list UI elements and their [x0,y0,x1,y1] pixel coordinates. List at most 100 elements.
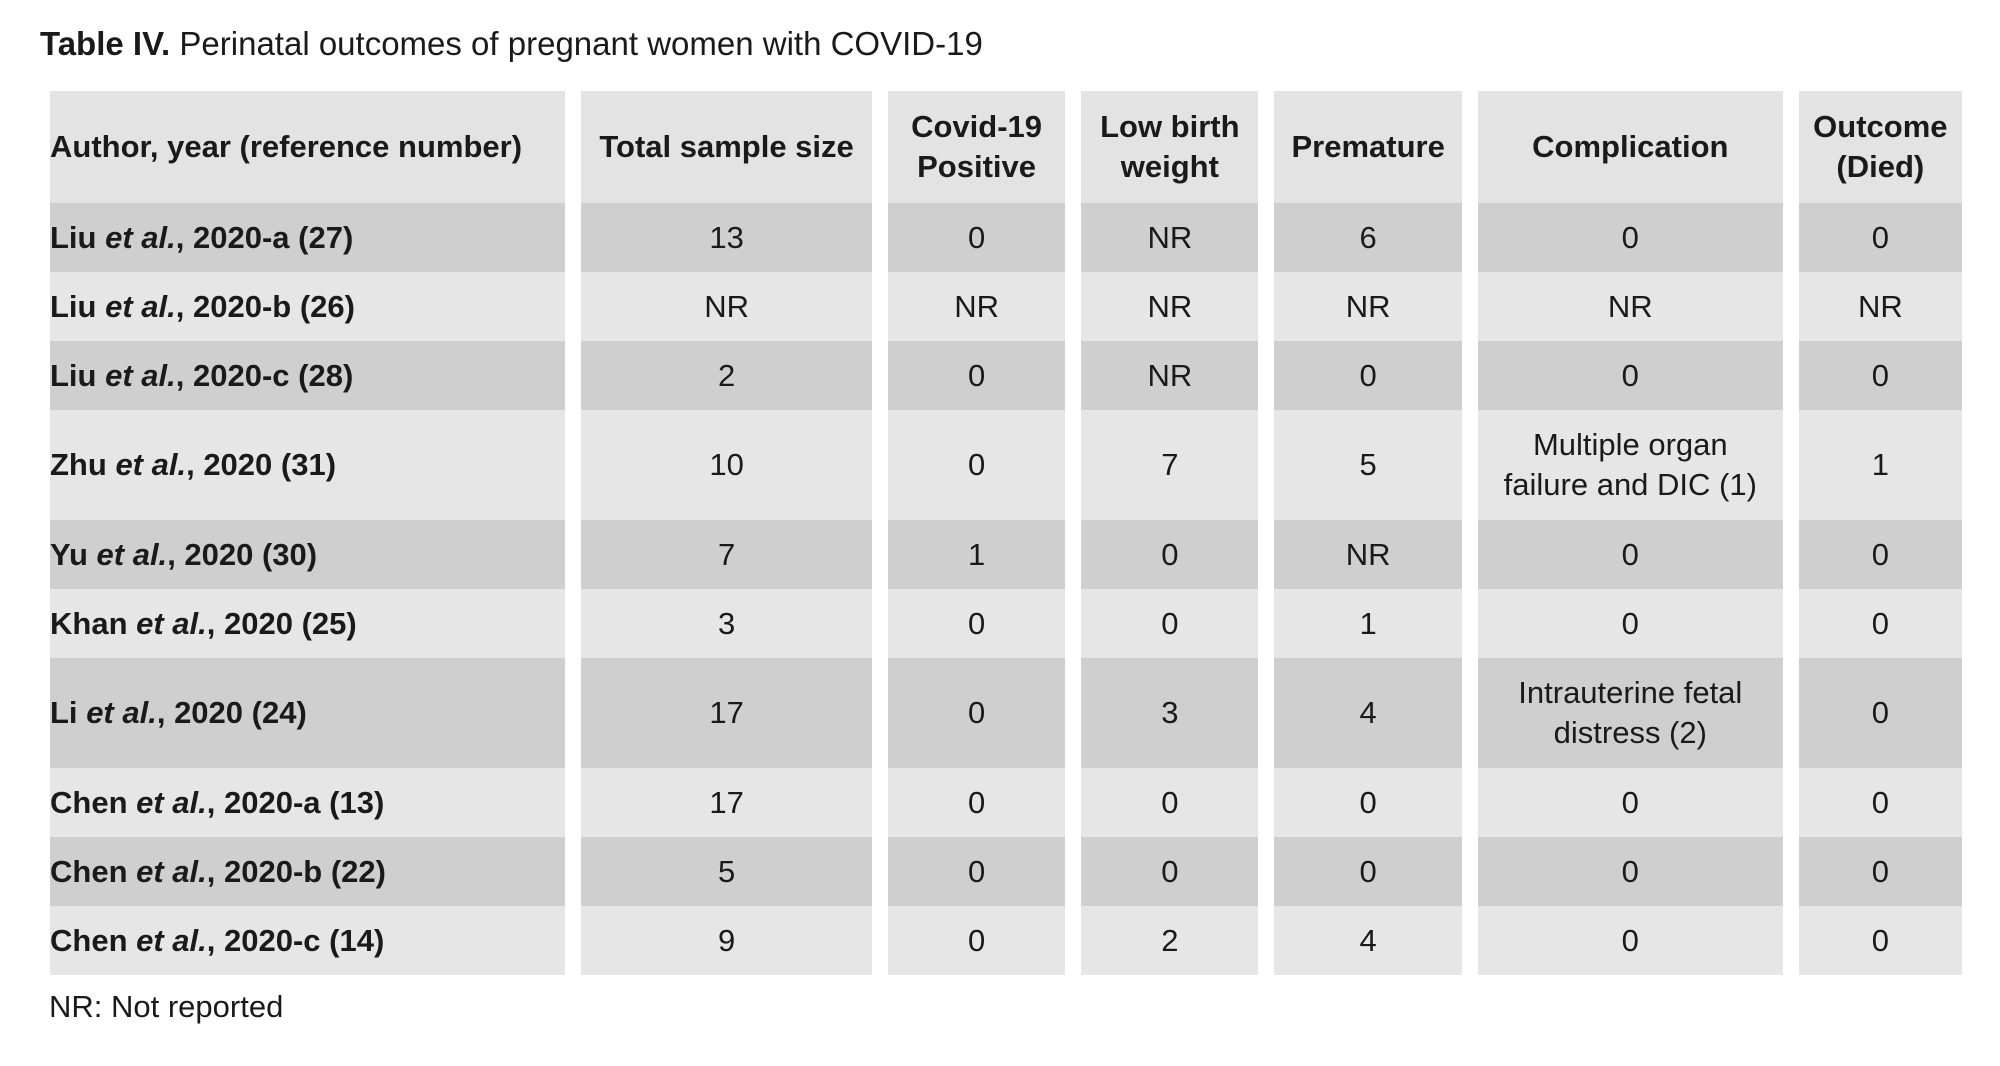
header-low-birth-weight: Low birth weight [1081,91,1259,203]
complication-line1: Intrauterine fetal [1518,675,1743,710]
cell-author: Chen et al., 2020-c (14) [50,906,566,975]
author-name: Liu [50,219,97,255]
header-covid-positive: Covid-19 Positive [887,91,1066,203]
cell-sample-size: 5 [581,837,872,906]
table-row: Khan et al., 2020 (25) 3 0 0 1 0 0 [50,589,1962,658]
cell-author: Khan et al., 2020 (25) [50,589,566,658]
table-row: Liu et al., 2020-b (26) NR NR NR NR NR N… [50,272,1962,341]
author-name: Yu [50,536,88,572]
cell-complication: 0 [1477,589,1783,658]
complication-line1: Multiple organ [1532,427,1728,462]
cell-author: Zhu et al., 2020 (31) [50,410,566,520]
complication-line1: 0 [1621,784,1639,820]
author-name: Chen [50,853,128,889]
caption-text: Perinatal outcomes of pregnant women wit… [170,25,983,62]
author-etal: et al. [136,922,207,958]
table-row: Li et al., 2020 (24) 17 0 3 4 Intrauteri… [50,658,1962,768]
header-outcome-died: Outcome (Died) [1798,91,1962,203]
complication-line1: 0 [1621,853,1639,889]
author-year-ref: , 2020-b (26) [175,288,355,324]
cell-premature: 6 [1274,203,1462,272]
cell-premature: 4 [1274,658,1462,768]
author-etal: et al. [136,784,207,820]
cell-low-birth-weight: 3 [1081,658,1259,768]
cell-premature: NR [1274,272,1462,341]
author-year-ref: , 2020-a (27) [175,219,354,255]
table-row: Zhu et al., 2020 (31) 10 0 7 5 Multiple … [50,410,1962,520]
cell-low-birth-weight: 2 [1081,906,1259,975]
header-lbw-line1: Low birth [1100,109,1240,144]
outcomes-table: Author, year (reference number) Total sa… [34,91,1978,975]
author-name: Chen [50,922,128,958]
author-year-ref: , 2020-c (28) [175,357,354,393]
author-etal: et al. [115,447,187,482]
caption-label: Table IV. [40,25,171,62]
author-etal: et al. [136,853,207,889]
table-row: Chen et al., 2020-c (14) 9 0 2 4 0 0 [50,906,1962,975]
cell-covid-positive: 0 [887,837,1066,906]
cell-premature: 1 [1274,589,1462,658]
cell-complication: 0 [1477,341,1783,410]
cell-low-birth-weight: NR [1081,203,1259,272]
cell-outcome: 0 [1798,203,1962,272]
cell-sample-size: 2 [581,341,872,410]
cell-author: Li et al., 2020 (24) [50,658,566,768]
complication-line1: 0 [1621,922,1639,958]
cell-complication: 0 [1477,768,1783,837]
cell-sample-size: NR [581,272,872,341]
table-row: Yu et al., 2020 (30) 7 1 0 NR 0 0 [50,520,1962,589]
cell-sample-size: 9 [581,906,872,975]
header-complication: Complication [1477,91,1783,203]
author-year-ref: , 2020 (25) [206,605,357,641]
cell-complication: Multiple organ failure and DIC (1) [1477,410,1783,520]
cell-outcome: 0 [1798,768,1962,837]
complication-line1: 0 [1621,219,1639,255]
cell-outcome: 0 [1798,589,1962,658]
cell-covid-positive: 0 [887,658,1066,768]
author-name: Li [50,695,78,730]
cell-author: Liu et al., 2020-a (27) [50,203,566,272]
author-name: Chen [50,784,128,820]
cell-low-birth-weight: NR [1081,341,1259,410]
cell-complication: NR [1477,272,1783,341]
cell-low-birth-weight: 0 [1081,589,1259,658]
header-row: Author, year (reference number) Total sa… [50,91,1962,203]
cell-low-birth-weight: 0 [1081,837,1259,906]
cell-covid-positive: 0 [887,203,1066,272]
cell-author: Liu et al., 2020-b (26) [50,272,566,341]
complication-line1: 0 [1621,357,1639,393]
cell-covid-positive: 0 [887,906,1066,975]
cell-low-birth-weight: 0 [1081,520,1259,589]
complication-line1: 0 [1621,536,1639,572]
cell-premature: 0 [1274,768,1462,837]
header-outcome-line1: Outcome [1813,109,1948,144]
author-year-ref: , 2020 (24) [156,695,307,730]
author-name: Khan [50,605,128,641]
author-etal: et al. [96,536,168,572]
cell-premature: 5 [1274,410,1462,520]
complication-line2: failure and DIC (1) [1503,467,1757,502]
header-author: Author, year (reference number) [50,91,566,203]
author-etal: et al. [105,357,176,393]
cell-premature: 0 [1274,837,1462,906]
cell-outcome: 0 [1798,837,1962,906]
cell-sample-size: 17 [581,658,872,768]
author-etal: et al. [136,605,207,641]
author-year-ref: , 2020 (30) [167,536,318,572]
cell-sample-size: 3 [581,589,872,658]
header-covid-line1: Covid-19 [911,109,1043,144]
cell-complication: 0 [1477,837,1783,906]
author-etal: et al. [105,219,176,255]
cell-outcome: 0 [1798,341,1962,410]
author-name: Zhu [50,447,107,482]
cell-sample-size: 10 [581,410,872,520]
header-sample-size: Total sample size [581,91,872,203]
author-etal: et al. [86,695,157,730]
cell-covid-positive: 0 [887,341,1066,410]
author-year-ref: , 2020-c (14) [206,922,385,958]
cell-complication: 0 [1477,520,1783,589]
table-caption: Table IV. Perinatal outcomes of pregnant… [40,22,983,66]
cell-low-birth-weight: 7 [1081,410,1259,520]
cell-complication: Intrauterine fetal distress (2) [1477,658,1783,768]
cell-outcome: 0 [1798,520,1962,589]
